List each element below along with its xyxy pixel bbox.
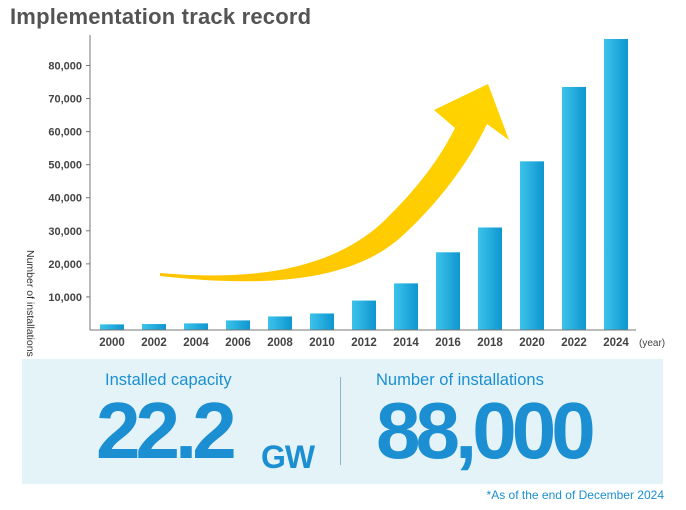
y-tick-label: 20,000 [48,259,82,271]
x-tick-label: 2006 [225,337,251,349]
installed-capacity-label: Installed capacity [105,371,232,389]
bar-2006 [226,320,250,330]
bar-2002 [142,324,166,330]
installed-capacity-unit: GW [261,439,315,475]
x-tick-label: 2024 [603,337,629,349]
bar-2022 [562,86,586,331]
x-tick-label: 2012 [351,337,377,349]
bar-2014 [394,283,418,330]
x-tick-label: 2008 [267,337,293,349]
bar-2024 [604,39,628,330]
x-tick-label: 2004 [183,337,209,349]
installed-capacity-value: 22.2 [96,386,237,475]
bar-2012 [352,300,376,330]
y-tick-label: 60,000 [48,127,82,139]
installations-label: Number of installations [376,371,544,389]
y-tick-label: 10,000 [48,292,82,304]
x-tick-label: 2014 [393,337,419,349]
bar-2000 [100,324,124,330]
y-tick-label: 80,000 [48,60,82,72]
x-tick-label: 2000 [99,337,125,349]
y-tick-label: 30,000 [48,226,82,238]
x-tick-label: 2010 [309,337,335,349]
y-tick-label: 40,000 [48,193,82,205]
bar-chart: 10,000 20,000 30,000 40,000 50,000 60,000 70,0… [48,35,665,349]
x-tick-label: 2002 [141,337,167,349]
y-tick-label: 70,000 [48,94,82,106]
installations-value: 88,000 [376,386,596,475]
growth-arrow [160,84,509,282]
bar-2010 [310,313,334,330]
x-axis-unit: (year) [639,338,665,349]
y-tick-label: 50,000 [48,160,82,172]
bar-2004 [184,323,208,330]
x-tick-label: 2018 [477,337,503,349]
page-title: Implementation track record [10,4,312,29]
bar-2016 [436,252,460,330]
stat-divider [340,377,341,465]
x-tick-label: 2016 [435,337,461,349]
x-tick-label: 2020 [519,337,545,349]
x-tick-label: 2022 [561,337,587,349]
bar-2008 [268,316,292,330]
footnote: *As of the end of December 2024 [486,488,664,502]
bar-2018 [478,227,502,330]
bar-2020 [520,161,544,330]
stats-panel: Installed capacity 22.2 GW Number of ins… [22,359,663,484]
